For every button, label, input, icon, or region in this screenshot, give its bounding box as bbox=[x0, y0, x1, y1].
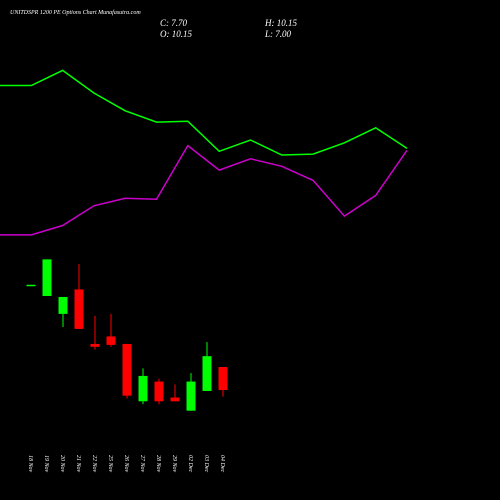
x-tick-label: 28 Nov bbox=[155, 455, 161, 473]
candle-body bbox=[90, 343, 100, 347]
ohlc-label: C: 7.70 bbox=[160, 18, 188, 28]
x-tick-label: 29 Nov bbox=[171, 455, 177, 473]
line bbox=[0, 144, 408, 236]
x-tick-label: 25 Nov bbox=[107, 455, 113, 473]
candle-body bbox=[26, 284, 36, 287]
candle-body bbox=[106, 336, 116, 345]
x-tick-label: 22 Nov bbox=[91, 455, 97, 473]
x-tick-label: 19 Nov bbox=[43, 455, 49, 473]
x-tick-label: 18 Nov bbox=[27, 455, 33, 473]
candle-body bbox=[170, 397, 180, 402]
x-tick-label: 21 Nov bbox=[75, 455, 81, 473]
candle-body bbox=[138, 375, 148, 402]
candle-body bbox=[186, 381, 196, 411]
candle-body bbox=[218, 366, 228, 391]
candle-body bbox=[42, 259, 52, 297]
x-tick-label: 03 Dec bbox=[203, 455, 209, 472]
candle-body bbox=[122, 343, 132, 396]
ohlc-label: L: 7.00 bbox=[264, 29, 292, 39]
candle-body bbox=[74, 289, 84, 329]
ohlc-label: H: 10.15 bbox=[264, 18, 297, 28]
x-tick-label: 02 Dec bbox=[187, 455, 193, 472]
ohlc-label: O: 10.15 bbox=[160, 29, 192, 39]
x-tick-label: 26 Nov bbox=[123, 455, 129, 473]
x-tick-label: 20 Nov bbox=[59, 455, 65, 473]
x-tick-label: 27 Nov bbox=[139, 455, 145, 473]
x-tick-label: 04 Dec bbox=[219, 455, 226, 472]
line bbox=[0, 69, 408, 156]
candle-body bbox=[202, 356, 212, 391]
candle-body bbox=[58, 296, 68, 314]
candle-body bbox=[154, 381, 164, 402]
chart-title: UNITDSPR 1200 PE Options Chart Munafasut… bbox=[10, 9, 141, 16]
